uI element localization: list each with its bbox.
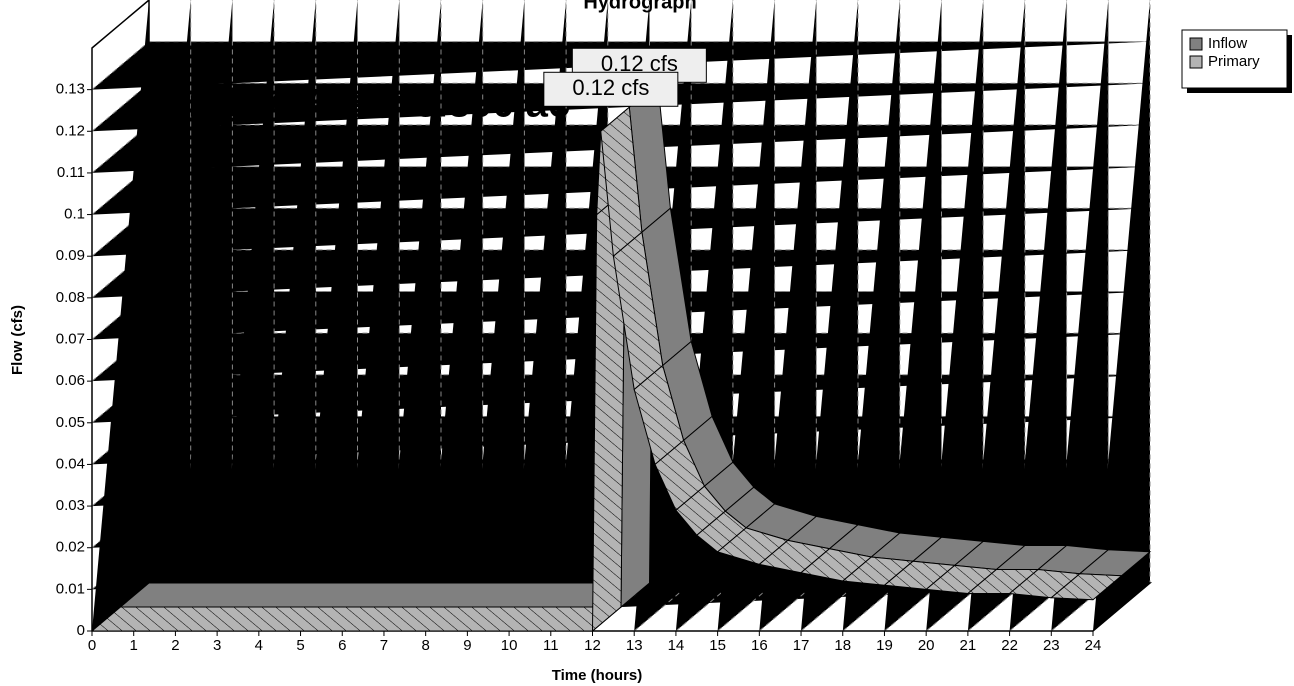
x-tick-label: 11 [543, 637, 559, 654]
y-tick-label: 0 [77, 622, 85, 639]
x-tick-label: 12 [584, 637, 601, 654]
x-tick-label: 0 [88, 637, 96, 654]
legend-label: Primary [1208, 53, 1260, 70]
chart-title: Hydrograph [583, 0, 696, 13]
x-tick-label: 3 [213, 637, 221, 654]
y-tick-label: 0.13 [56, 81, 85, 98]
x-tick-label: 16 [751, 637, 768, 654]
y-tick-label: 0.07 [56, 330, 85, 347]
y-tick-label: 0.09 [56, 247, 85, 264]
x-tick-label: 7 [380, 637, 388, 654]
y-tick-label: 0.08 [56, 289, 85, 306]
y-tick-label: 0.04 [56, 455, 85, 472]
x-axis-label: Time (hours) [552, 667, 643, 684]
x-tick-label: 20 [918, 637, 935, 654]
ribbon-segment [1050, 573, 1123, 601]
x-tick-label: 10 [501, 637, 518, 654]
ribbon [90, 106, 1123, 633]
x-tick-label: 13 [626, 637, 643, 654]
annotation: Inflow Area=3.890 ac [177, 82, 570, 126]
y-tick-label: 0.06 [56, 372, 85, 389]
y-axis-label: Flow (cfs) [9, 305, 26, 375]
y-tick-label: 0.1 [64, 206, 85, 223]
x-tick-label: 24 [1085, 637, 1102, 654]
x-tick-label: 18 [834, 637, 851, 654]
legend-label: Inflow [1208, 35, 1247, 52]
x-tick-label: 14 [668, 637, 685, 654]
y-tick-label: 0.03 [56, 497, 85, 514]
y-tick-label: 0.12 [56, 122, 85, 139]
x-tick-label: 15 [709, 637, 726, 654]
value-label: 0.12 cfs [572, 75, 649, 100]
x-tick-label: 6 [338, 637, 346, 654]
y-tick-label: 0.01 [56, 580, 85, 597]
x-tick-label: 19 [876, 637, 893, 654]
ribbon-segment [90, 606, 623, 632]
x-tick-label: 17 [793, 637, 810, 654]
x-tick-label: 21 [960, 637, 977, 654]
x-tick-label: 2 [171, 637, 179, 654]
value-label-box [543, 71, 679, 107]
x-tick-label: 5 [296, 637, 304, 654]
x-tick-label: 22 [1001, 637, 1018, 654]
y-tick-label: 0.11 [57, 164, 85, 181]
legend-swatch [1189, 37, 1203, 51]
y-tick-label: 0.02 [56, 539, 85, 556]
x-tick-label: 4 [255, 637, 263, 654]
x-tick-label: 1 [130, 637, 138, 654]
x-tick-label: 8 [421, 637, 429, 654]
y-tick-label: 0.05 [56, 414, 85, 431]
ribbon-segment [119, 582, 651, 608]
x-tick-label: 9 [463, 637, 471, 654]
legend-swatch [1189, 55, 1203, 69]
x-tick-label: 23 [1043, 637, 1060, 654]
